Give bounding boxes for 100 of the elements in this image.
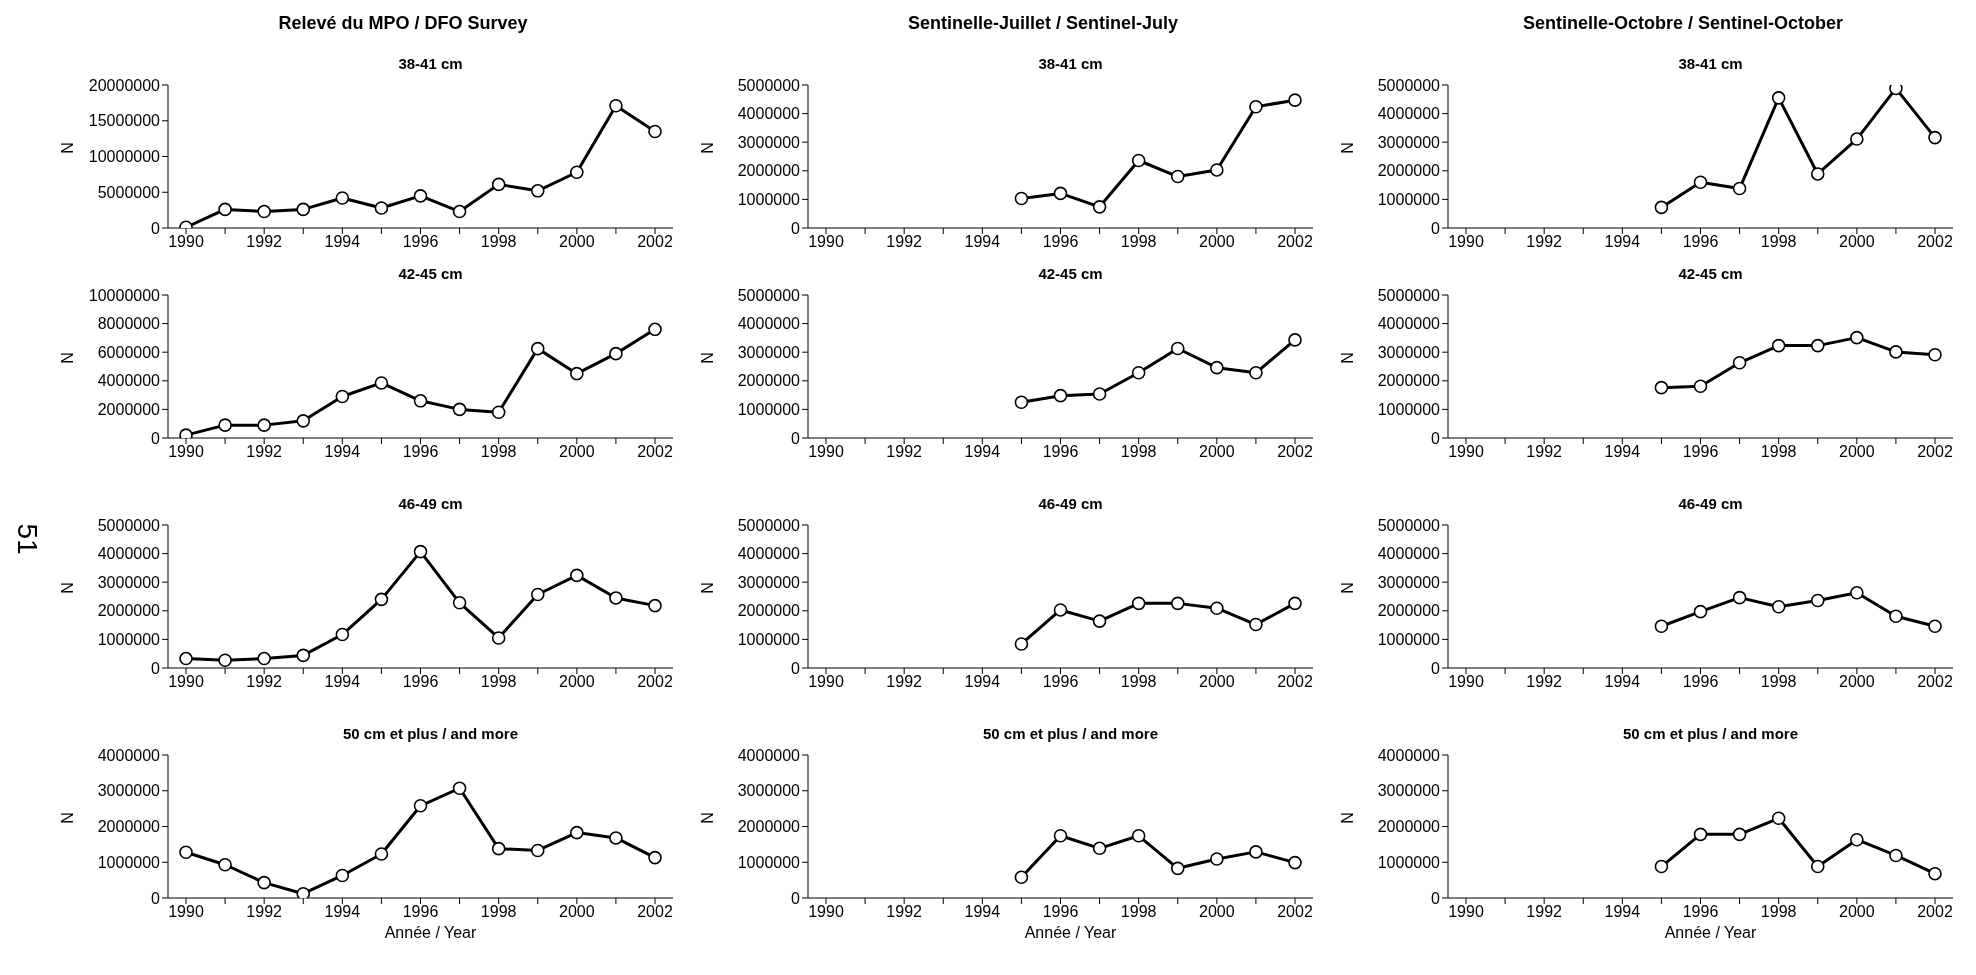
point <box>335 868 350 883</box>
x-tick-label: 1994 <box>324 443 361 461</box>
y-tick-label: 15000000 <box>88 112 161 130</box>
point <box>179 651 193 666</box>
x-tick-label: 2000 <box>1199 903 1235 921</box>
x-tick-label: 1996 <box>1682 673 1719 691</box>
x-tick-label: 1996 <box>402 903 439 921</box>
x-tick-label: 1992 <box>1526 233 1563 251</box>
y-tick-label: 1000000 <box>737 631 801 649</box>
point <box>1288 596 1302 611</box>
y-tick-label: 5000000 <box>1377 516 1441 534</box>
y-tick-label: 1000000 <box>1377 631 1441 649</box>
x-tick-label: 1998 <box>1760 673 1797 691</box>
chart-title: Sentinelle-Octobre / Sentinel-October <box>1521 13 1845 35</box>
point <box>257 204 271 219</box>
x-tick-label: 1992 <box>246 233 283 251</box>
x-tick-label: 1998 <box>480 443 517 461</box>
point <box>1928 866 1942 881</box>
x-tick-label: 2002 <box>1277 903 1313 921</box>
y-axis-title: N <box>58 581 77 596</box>
point <box>218 418 232 432</box>
point <box>1928 619 1942 634</box>
y-tick-label: 5000000 <box>737 286 801 304</box>
point <box>1210 601 1224 616</box>
point <box>609 591 623 605</box>
point <box>257 418 271 432</box>
point <box>1693 175 1708 190</box>
point <box>1170 596 1185 611</box>
point <box>530 341 545 356</box>
point <box>1092 387 1107 401</box>
y-axis-title: N <box>698 581 717 596</box>
x-tick-label: 2000 <box>1839 673 1875 691</box>
y-tick-label: 2000000 <box>737 372 801 390</box>
point <box>374 592 389 607</box>
point <box>1810 338 1825 353</box>
x-tick-label: 1992 <box>1526 673 1563 691</box>
x-tick-label: 1992 <box>886 443 923 461</box>
point <box>1170 169 1185 184</box>
x-tick-label: 2000 <box>1839 903 1875 921</box>
x-tick-label: 1990 <box>1448 233 1484 251</box>
y-tick-label: 2000000 <box>1377 818 1441 836</box>
x-tick-label: 1996 <box>402 673 439 691</box>
x-tick-label: 1998 <box>480 903 517 921</box>
y-tick-label: 2000000 <box>1377 162 1441 180</box>
point <box>1092 614 1107 628</box>
point <box>1771 811 1786 826</box>
x-tick-label: 1992 <box>886 673 923 691</box>
point <box>1053 829 1068 843</box>
point <box>1693 604 1708 619</box>
point <box>1249 617 1263 632</box>
point <box>1053 388 1068 403</box>
y-axis-title: N <box>698 351 717 366</box>
y-tick-label: 20000000 <box>88 76 161 94</box>
point <box>1131 365 1146 380</box>
x-tick-label: 1990 <box>1448 903 1484 921</box>
point <box>335 389 350 404</box>
point <box>1131 829 1146 843</box>
y-tick-label: 0 <box>151 429 161 447</box>
x-tick-label: 1990 <box>168 903 204 921</box>
y-tick-label: 1000000 <box>737 853 801 871</box>
point <box>413 798 428 813</box>
point <box>570 165 584 180</box>
y-tick-label: 0 <box>791 659 801 677</box>
x-tick-label: 1996 <box>402 443 439 461</box>
x-tick-label: 1998 <box>1760 903 1797 921</box>
x-tick-label: 1994 <box>964 673 1001 691</box>
x-tick-label: 1990 <box>168 673 204 691</box>
chart-subtitle: 38-41 cm <box>1037 55 1104 72</box>
y-tick-label: 4000000 <box>97 746 161 764</box>
x-tick-label: 2002 <box>1917 443 1953 461</box>
y-tick-label: 4000000 <box>1377 746 1441 764</box>
x-tick-label: 1998 <box>1120 673 1157 691</box>
point <box>570 825 584 840</box>
point <box>1850 832 1864 847</box>
x-tick-label: 1992 <box>1526 903 1563 921</box>
y-tick-label: 4000000 <box>1377 545 1441 563</box>
x-tick-label: 1990 <box>808 443 844 461</box>
x-tick-label: 1996 <box>1042 903 1079 921</box>
y-tick-label: 3000000 <box>1377 133 1441 151</box>
y-tick-label: 2000000 <box>737 602 801 620</box>
point <box>491 405 506 420</box>
y-tick-label: 3000000 <box>737 573 801 591</box>
point <box>1170 861 1185 876</box>
point <box>1249 99 1263 114</box>
x-tick-label: 1992 <box>246 673 283 691</box>
chart-title: Relevé du MPO / DFO Survey <box>277 13 529 35</box>
x-tick-label: 1994 <box>1604 233 1641 251</box>
point <box>1889 85 1903 96</box>
point <box>1693 827 1708 842</box>
point <box>413 394 428 408</box>
y-tick-label: 8000000 <box>97 315 161 333</box>
y-tick-label: 2000000 <box>1377 602 1441 620</box>
point <box>1654 619 1669 634</box>
x-tick-label: 1992 <box>886 903 923 921</box>
point <box>1249 845 1263 859</box>
x-tick-label: 1994 <box>1604 443 1641 461</box>
chart-subtitle: 46-49 cm <box>397 495 464 512</box>
point <box>374 201 389 215</box>
chart-subtitle: 46-49 cm <box>1677 495 1744 512</box>
y-tick-label: 0 <box>1431 429 1441 447</box>
